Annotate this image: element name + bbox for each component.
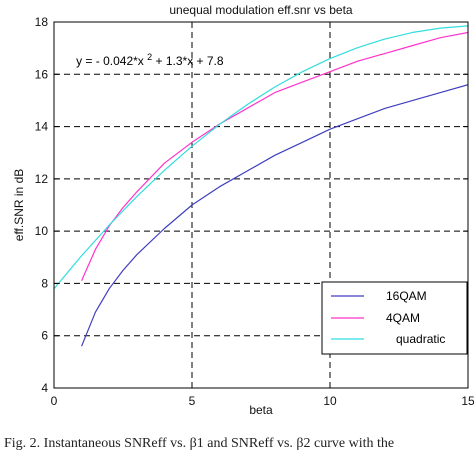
series-line-16qam: [81, 84, 468, 347]
y-tick-label: 16: [35, 67, 49, 81]
x-axis-label: beta: [249, 403, 273, 417]
chart-title: unequal modulation eff.snr vs beta: [169, 3, 353, 17]
y-tick-label: 12: [35, 172, 49, 186]
legend-label-4qam: 4QAM: [386, 311, 420, 325]
series-line-quadratic: [54, 25, 468, 290]
equation-annotation: y = - 0.042*x 2 + 1.3*x + 7.8: [76, 49, 224, 68]
y-tick-label: 4: [41, 381, 48, 395]
legend-label-16qam: 16QAM: [386, 289, 427, 303]
x-tick-label: 0: [51, 394, 58, 408]
legend: 16QAM 4QAM quadratic: [321, 281, 468, 355]
equation-exponent: 2: [147, 52, 152, 62]
x-tick-label: 5: [189, 394, 196, 408]
y-tick-label: 10: [35, 224, 49, 238]
series-layer: [54, 25, 468, 347]
equation-part-1: y = - 0.042*x: [76, 54, 144, 68]
x-tick-label: 10: [323, 394, 337, 408]
series-line-4qam: [81, 31, 468, 282]
y-tick-label: 14: [35, 120, 49, 134]
x-tick-label: 15: [461, 394, 474, 408]
equation-part-2: + 1.3*x + 7.8: [156, 54, 224, 68]
chart-figure: unequal modulation eff.snr vs beta 0 5 10 1…: [12, 3, 474, 417]
y-tick-label: 8: [41, 276, 48, 290]
y-tick-label: 6: [41, 329, 48, 343]
figure-caption: Fig. 2. Instantaneous SNReff vs. β1 and …: [4, 436, 395, 451]
plot-frame: [53, 21, 469, 389]
y-axis-label: eff.SNR in dB: [12, 169, 26, 241]
y-tick-label: 18: [35, 15, 49, 29]
legend-label-quadratic: quadratic: [396, 332, 445, 346]
